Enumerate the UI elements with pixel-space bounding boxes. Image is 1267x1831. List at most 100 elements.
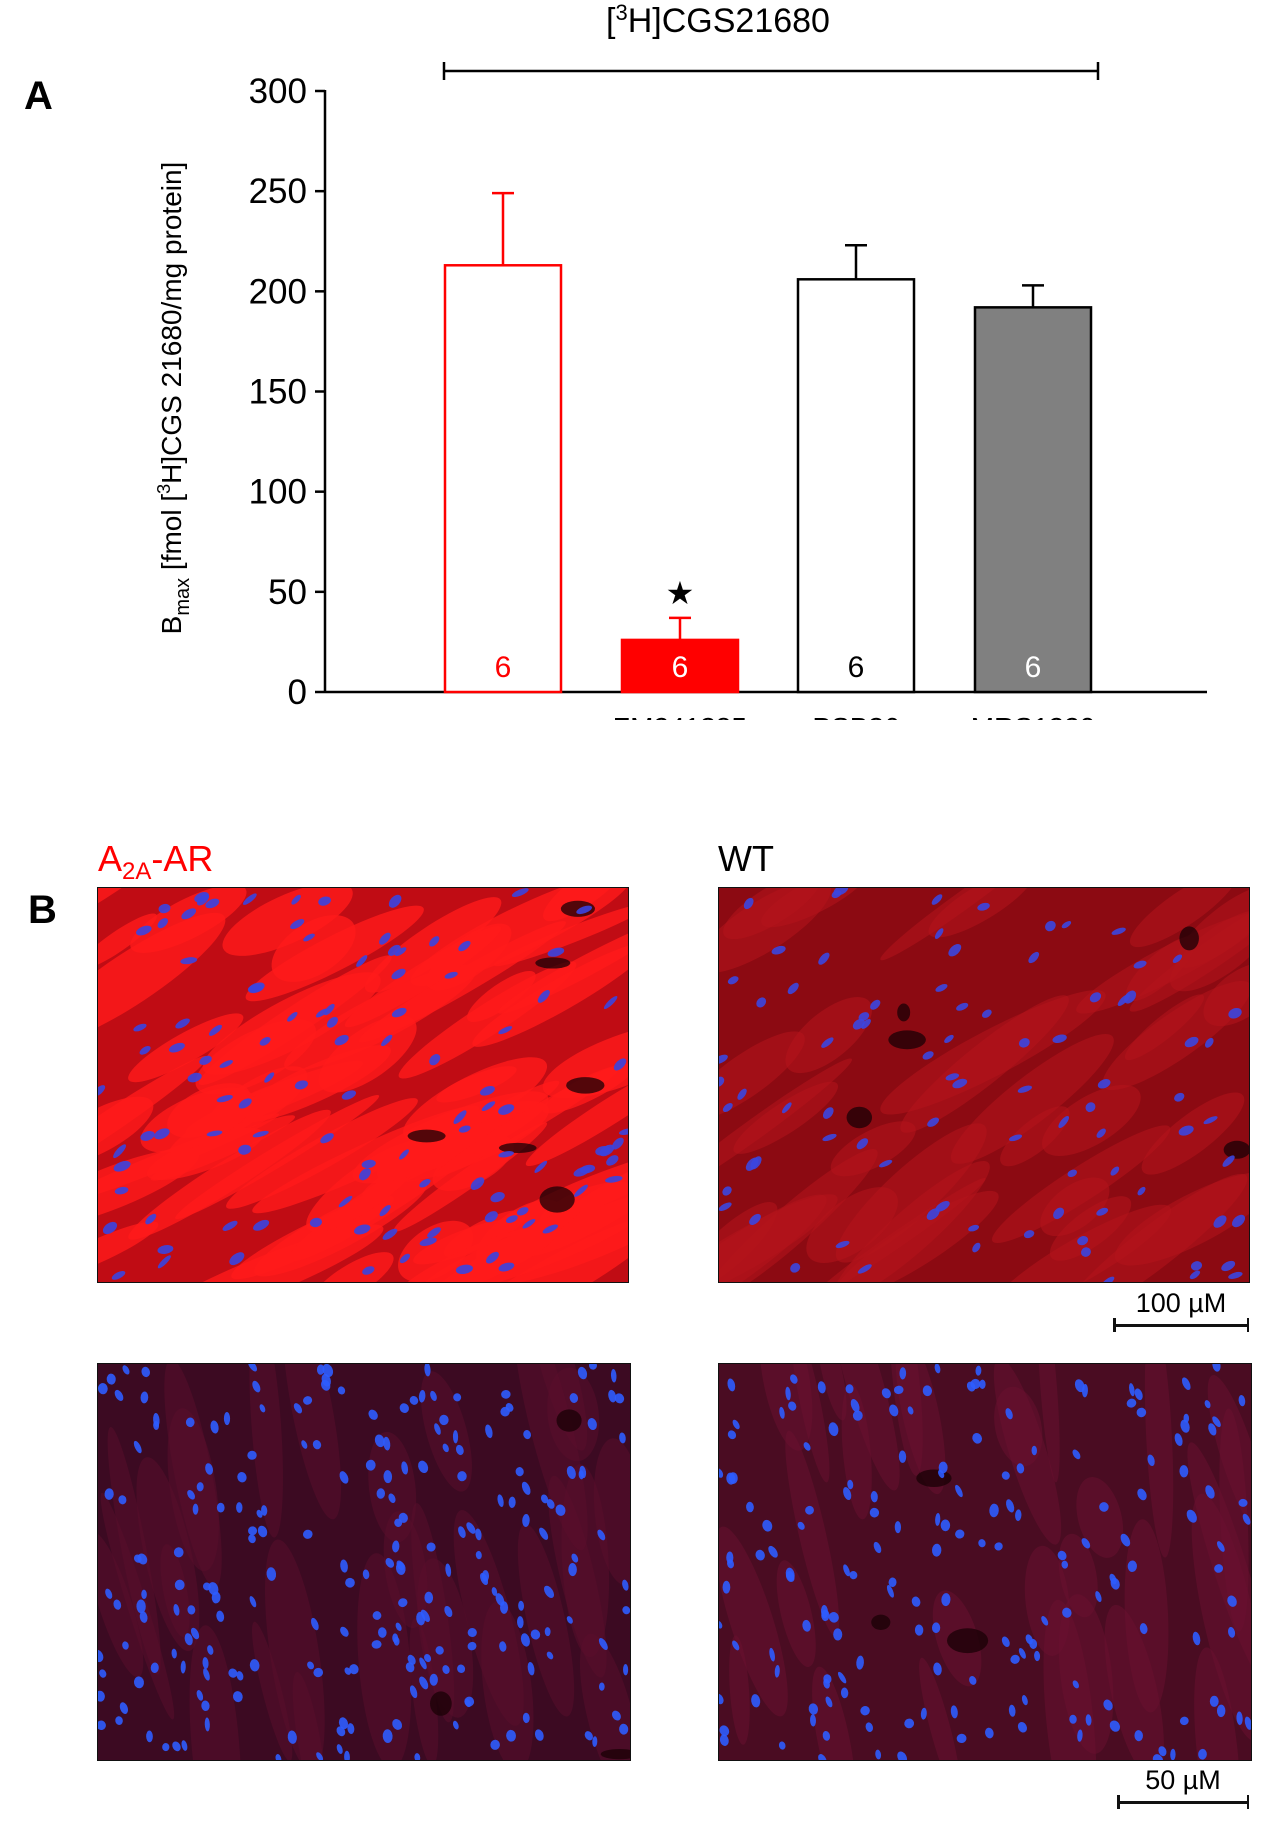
nucleus <box>970 1378 981 1390</box>
nucleus <box>457 1664 466 1673</box>
muscle-fiber <box>394 1224 560 1282</box>
muscle-fiber <box>994 1386 1043 1467</box>
nucleus <box>774 1664 780 1678</box>
nucleus <box>821 1037 834 1048</box>
muscle-fiber <box>481 1601 534 1760</box>
nucleus <box>216 1095 233 1103</box>
nucleus <box>566 1465 576 1479</box>
nucleus <box>466 1522 476 1534</box>
nucleus <box>516 1207 529 1216</box>
nucleus <box>119 1702 128 1714</box>
nucleus <box>1041 1616 1049 1626</box>
nucleus <box>1174 1433 1183 1446</box>
nucleus <box>587 1418 597 1431</box>
nucleus <box>534 1729 544 1741</box>
scalebar-100-line <box>1113 1324 1249 1327</box>
nucleus <box>458 1526 466 1538</box>
nucleus <box>452 1720 459 1730</box>
nucleus <box>361 1159 376 1169</box>
x-tick-label: PSB36 <box>812 712 899 720</box>
nucleus <box>419 1178 431 1188</box>
muscle-fiber <box>1144 1364 1174 1558</box>
nucleus <box>722 1186 732 1196</box>
nucleus <box>782 1102 792 1114</box>
nucleus <box>614 1393 625 1404</box>
muscle-fiber <box>357 1553 412 1760</box>
nucleus <box>1204 1400 1211 1409</box>
nucleus <box>1109 1720 1121 1732</box>
nucleus <box>154 1128 170 1140</box>
nucleus <box>427 1227 441 1238</box>
nucleus <box>452 1430 459 1444</box>
nucleus <box>222 1220 238 1231</box>
dark-artifact <box>407 1129 446 1143</box>
nucleus <box>252 1380 261 1393</box>
nucleus <box>505 1215 518 1223</box>
muscle-fiber <box>1207 1375 1251 1537</box>
nucleus <box>196 1690 204 1701</box>
nucleus <box>932 1543 942 1557</box>
nucleus <box>140 1391 149 1404</box>
nucleus <box>338 1717 349 1730</box>
muscle-fiber <box>98 888 166 933</box>
nucleus <box>1101 1276 1115 1282</box>
nucleus <box>501 1389 511 1399</box>
muscle-fiber <box>98 1221 159 1281</box>
muscle-fiber <box>759 1364 813 1451</box>
nucleus <box>1052 1034 1067 1044</box>
nucleus <box>398 1512 408 1523</box>
nucleus <box>145 1213 157 1225</box>
bar-n-label: 6 <box>672 651 689 684</box>
muscle-fiber <box>517 1523 575 1717</box>
nucleus <box>429 1054 441 1066</box>
nucleus <box>338 1195 353 1208</box>
muscle-fiber <box>900 995 1069 1133</box>
nucleus <box>952 1078 968 1089</box>
nucleus <box>293 1403 303 1414</box>
nucleus <box>719 1076 725 1087</box>
nucleus <box>238 1098 252 1109</box>
dark-artifact <box>897 1003 911 1022</box>
nucleus <box>578 1470 584 1480</box>
nucleus <box>409 1396 419 1405</box>
nucleus <box>497 1494 504 1508</box>
dark-artifact <box>916 1469 952 1487</box>
nucleus <box>719 1620 723 1629</box>
nucleus <box>622 1579 629 1591</box>
nucleus <box>542 1224 559 1234</box>
muscle-fiber <box>521 1150 628 1257</box>
dark-artifact <box>846 1106 873 1129</box>
muscle-fiber <box>806 1187 898 1264</box>
nucleus <box>1110 1577 1120 1590</box>
nucleus <box>409 1685 418 1699</box>
nucleus <box>257 1525 268 1538</box>
nucleus <box>347 1723 355 1735</box>
nucleus <box>745 1157 759 1171</box>
nucleus <box>181 908 197 920</box>
nucleus <box>248 1364 258 1372</box>
muscle-fiber <box>950 1033 1114 1164</box>
nucleus <box>118 1495 127 1505</box>
nucleus <box>287 1730 297 1744</box>
scalebar-50-label: 50 µM <box>1145 1765 1221 1795</box>
nucleus <box>1126 1398 1137 1408</box>
nucleus <box>229 1252 245 1266</box>
nucleus <box>520 1633 530 1647</box>
y-title-sub: max <box>172 578 194 616</box>
nucleus <box>889 1404 899 1417</box>
nucleus <box>311 1617 319 1631</box>
nucleus <box>893 1385 904 1395</box>
nucleus <box>845 1384 854 1394</box>
nucleus <box>491 1587 498 1596</box>
nucleus <box>825 1696 833 1708</box>
nucleus <box>418 1390 426 1403</box>
nucleus <box>726 1551 734 1564</box>
muscle-fiber <box>719 1058 853 1199</box>
nucleus <box>136 925 152 936</box>
nucleus <box>111 1270 126 1280</box>
nucleus <box>1031 1445 1038 1456</box>
muscle-fiber <box>189 1625 242 1760</box>
nucleus <box>779 1406 785 1419</box>
nucleus <box>202 1657 209 1669</box>
nucleus <box>98 1649 104 1663</box>
